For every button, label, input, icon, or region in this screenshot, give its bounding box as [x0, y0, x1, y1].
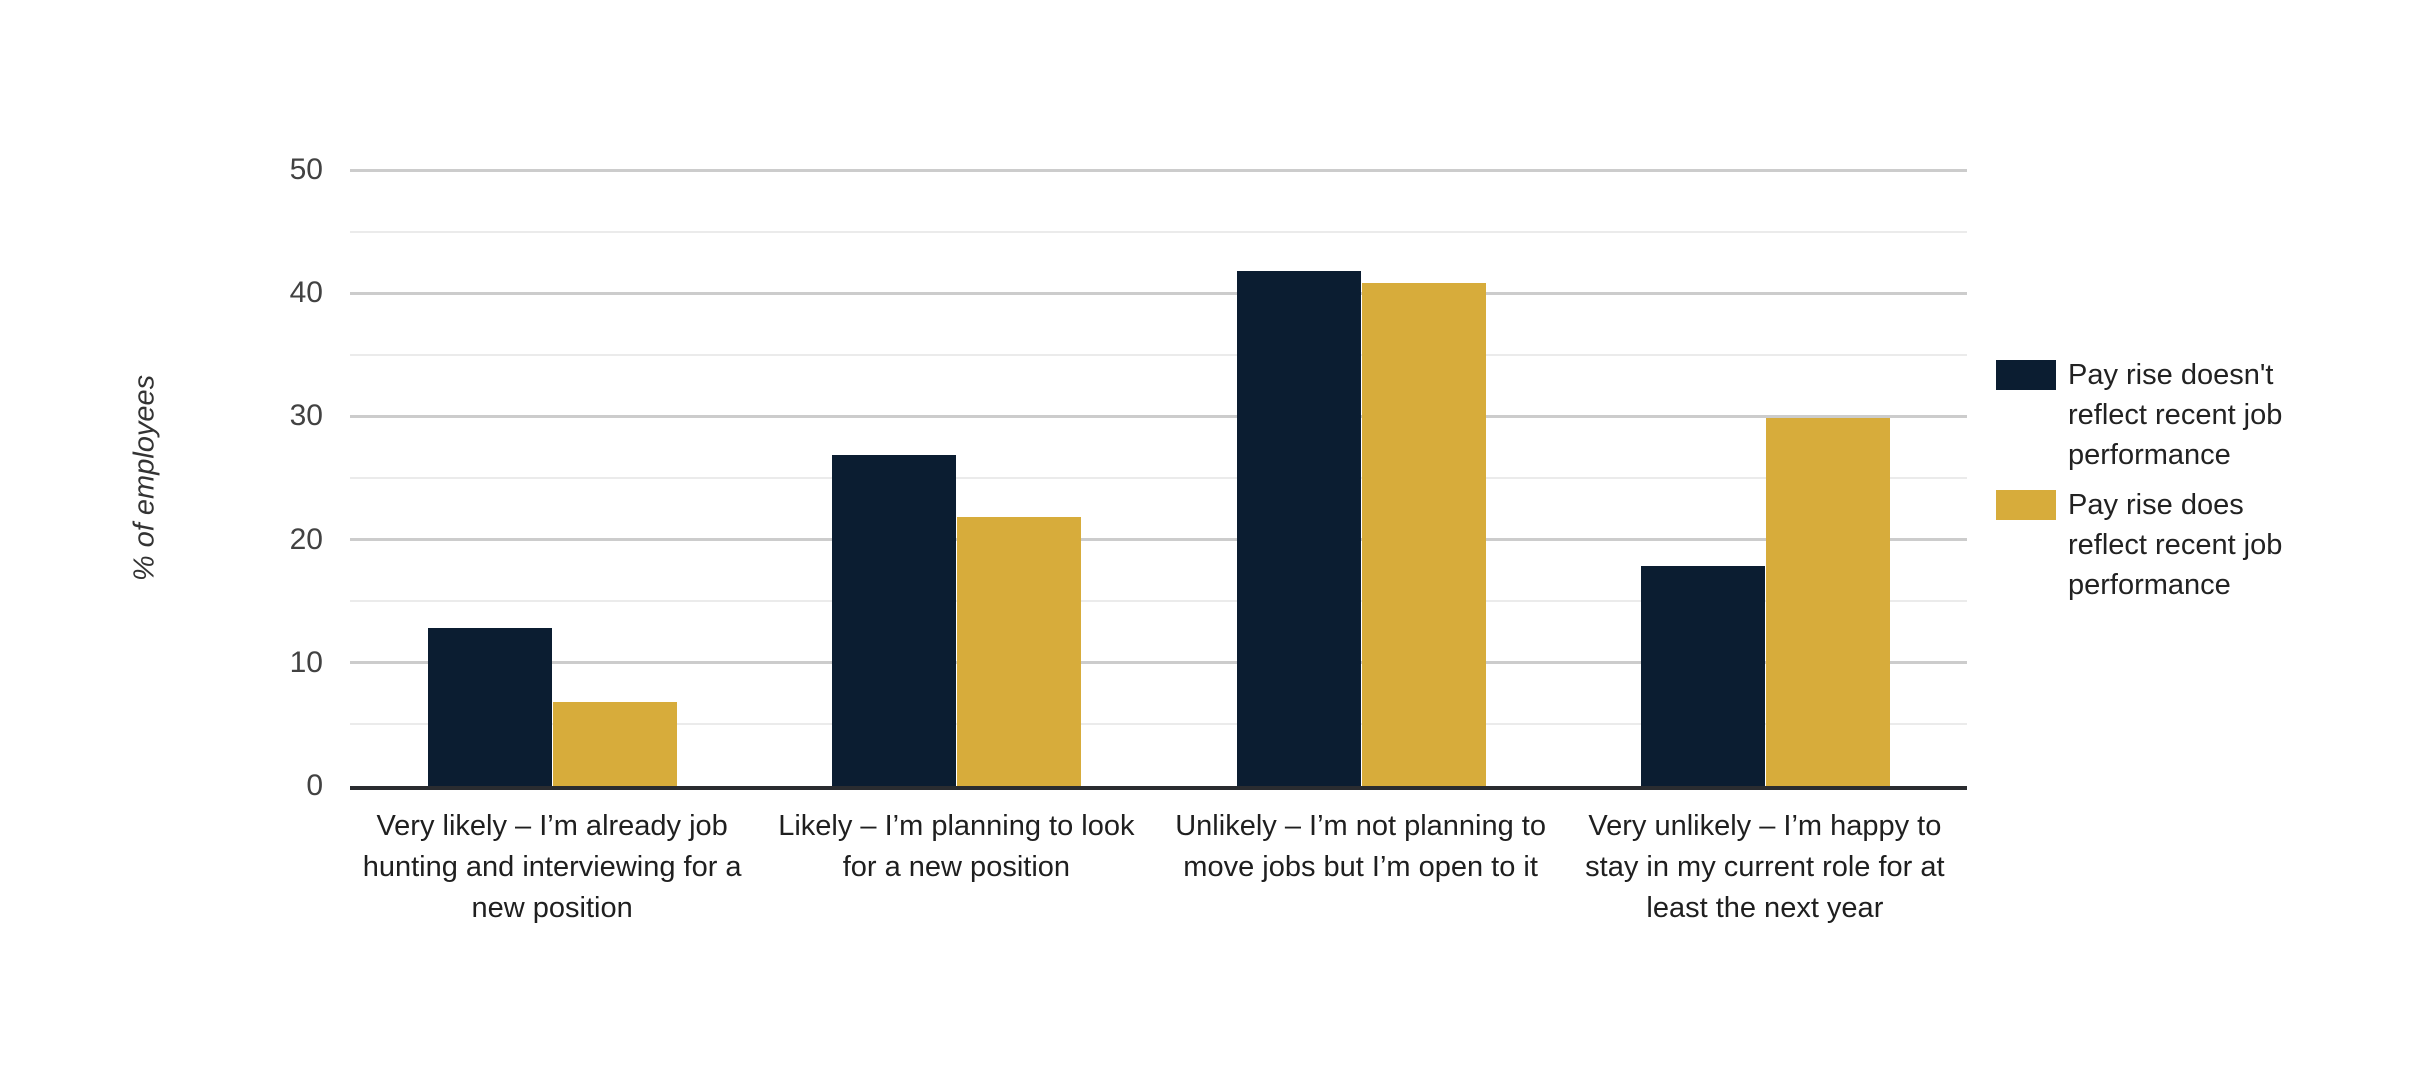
- minor-gridline-15: [350, 600, 1967, 603]
- y-tick-label-50: 50: [289, 153, 323, 186]
- y-tick-label-0: 0: [306, 769, 323, 802]
- legend-swatch-0: [1996, 360, 2056, 390]
- bar-series0-cat1: [832, 455, 957, 788]
- minor-gridline-45: [350, 230, 1967, 233]
- legend-label-1: Pay rise does reflect recent job perform…: [2068, 489, 2283, 601]
- bar-series1-cat3: [1765, 418, 1890, 788]
- x-category-label-1: Likely – I’m planning to look for a new …: [778, 810, 1135, 883]
- legend-label-0: Pay rise doesn't reflect recent job perf…: [2068, 359, 2283, 471]
- legend-item-1: Pay rise does reflect recent job perform…: [1996, 485, 2318, 605]
- y-tick-label-20: 20: [289, 522, 323, 556]
- minor-gridline-35: [350, 353, 1967, 356]
- y-tick-label-30: 30: [289, 399, 323, 433]
- major-gridline-50: [350, 168, 1967, 172]
- y-tick-label-40: 40: [289, 276, 323, 310]
- bar-series0-cat2: [1236, 270, 1361, 788]
- legend-swatch-1: [1996, 490, 2056, 520]
- major-gridline-10: [350, 661, 1967, 665]
- major-gridline-30: [350, 414, 1967, 418]
- minor-gridline-5: [350, 723, 1967, 726]
- major-gridline-20: [350, 538, 1967, 542]
- x-axis-line: [350, 786, 1967, 790]
- y-tick-label-10: 10: [289, 645, 323, 679]
- bar-series1-cat1: [957, 516, 1082, 788]
- bar-series0-cat3: [1640, 566, 1765, 788]
- major-gridline-40: [350, 291, 1967, 295]
- bar-series1-cat2: [1361, 282, 1486, 788]
- bar-series1-cat0: [553, 701, 678, 788]
- x-category-label-2: Unlikely – I’m not planning to move jobs…: [1175, 810, 1546, 883]
- minor-gridline-25: [350, 477, 1967, 479]
- x-category-label-3: Very unlikely – I’m happy to stay in my …: [1585, 810, 1945, 924]
- legend: Pay rise doesn't reflect recent job perf…: [1996, 355, 2318, 615]
- x-category-label-0: Very likely – I’m already job hunting an…: [362, 810, 742, 924]
- legend-item-0: Pay rise doesn't reflect recent job perf…: [1996, 355, 2318, 475]
- bar-series0-cat0: [428, 627, 553, 788]
